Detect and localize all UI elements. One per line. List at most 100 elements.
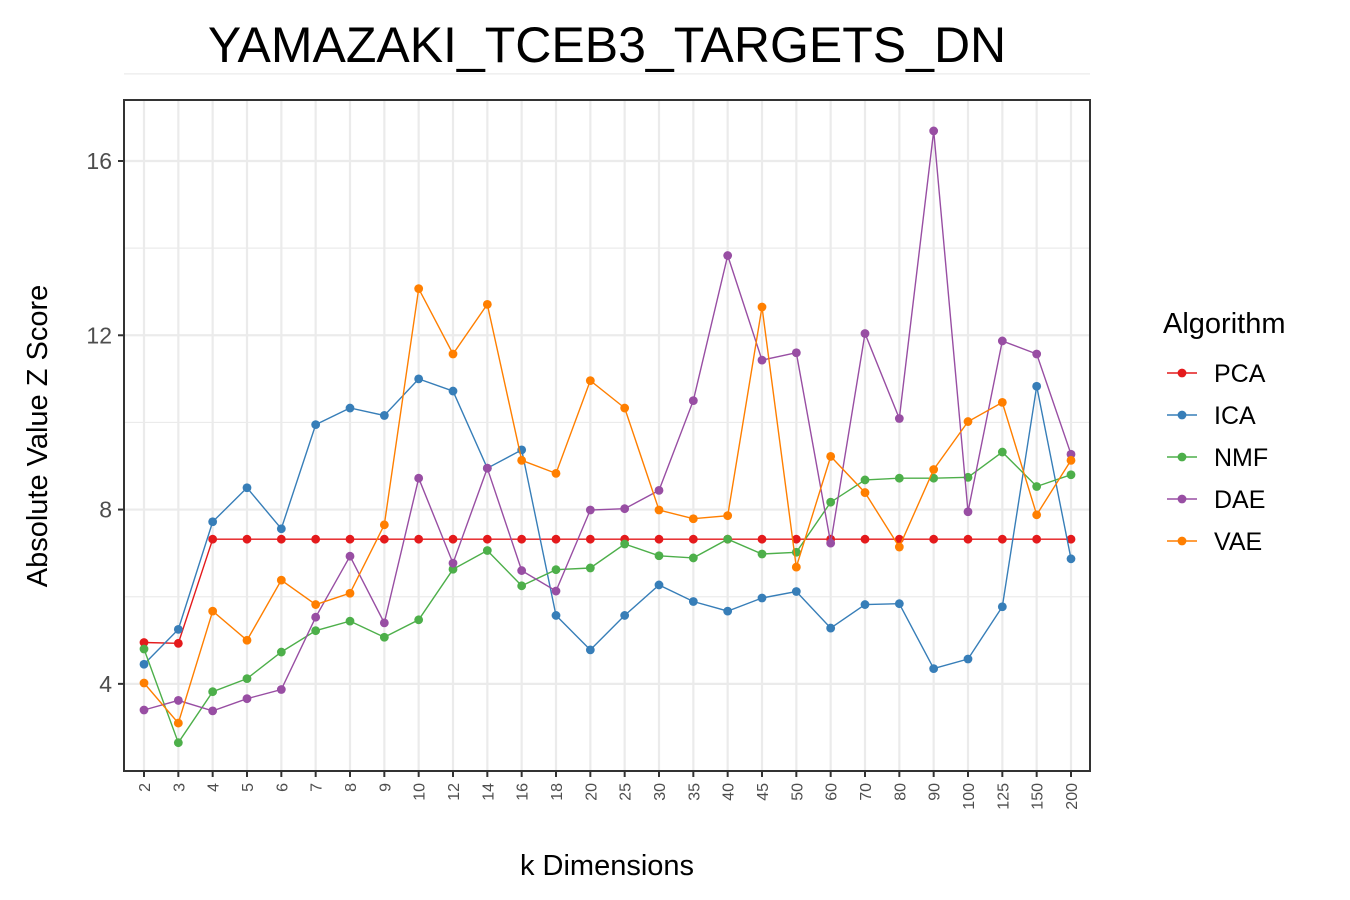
x-tick-label: 8 [343,783,360,792]
series-dae-point [276,685,286,694]
series-pca-point [517,534,527,544]
series-dae-point [997,336,1007,346]
legend-item-vae: VAE [1167,528,1262,556]
series-pca-point [482,534,492,544]
x-tick-label: 2 [137,783,154,792]
legend-item-ica: ICA [1167,402,1256,430]
legend-label: ICA [1214,402,1256,430]
series-pca-point [791,534,801,544]
x-tick-label: 200 [1064,783,1081,810]
series-vae-point [311,600,321,609]
series-pca-point [242,534,252,544]
x-tick-label: 60 [824,783,841,801]
series-dae-point [1066,449,1076,459]
series-nmf-point [688,553,698,563]
series-ica-point [757,593,767,603]
series-ica-point [208,517,218,527]
series-pca-point [757,534,767,544]
series-vae-point [345,588,355,598]
legend-title: Algorithm [1163,308,1286,340]
series-vae-point [448,349,458,359]
legend-label: DAE [1214,486,1265,514]
series-dae-line [143,130,1072,712]
series-vae-point [1066,455,1076,465]
x-axis-title: k Dimensions [520,850,694,882]
series-vae-point [208,606,218,616]
series-dae-point [585,505,595,515]
legend-swatch-point [1177,536,1187,546]
series-nmf-point [173,738,183,748]
x-tick-label: 10 [412,783,429,801]
series-ica-point [1032,381,1042,391]
series-dae-point [688,396,698,406]
series-ica-point [345,403,355,413]
series-nmf-point [311,626,321,636]
x-tick-label: 25 [618,783,635,801]
series-dae-point [414,473,424,483]
series-dae-point [448,558,458,568]
series-ica-point [997,602,1007,612]
series-nmf-point [654,551,664,561]
series-vae-point [929,465,939,474]
legend-label: PCA [1214,360,1266,388]
series-nmf-point [345,616,355,626]
series-dae-point [963,507,973,517]
series-nmf-point [997,447,1007,457]
series-pca-point [414,534,424,544]
series-nmf-point [208,687,218,697]
series-nmf-point [585,563,595,573]
series-ica-point [894,599,904,609]
series-vae-point [517,455,527,465]
series-nmf-point [448,564,458,574]
y-axis-title: Absolute Value Z Score [22,285,54,588]
y-tick-label: 16 [86,148,112,174]
series-ica [139,374,1076,674]
series-pca-point [929,534,939,544]
series-ica-point [448,386,458,396]
series-pca-point [276,534,286,544]
series-dae [139,126,1076,716]
y-tick-label: 8 [99,497,112,523]
x-tick-label: 18 [549,783,566,801]
series-pca-point [448,534,458,544]
x-tick-label: 45 [755,783,772,801]
series-ica-point [654,580,664,590]
series-vae-point [173,718,183,728]
x-tick-label: 100 [961,783,978,810]
series-vae-line [143,286,1072,725]
series-pca-point [860,534,870,544]
series-pca-point [139,638,149,647]
series-vae-point [620,403,630,413]
series-nmf-point [1066,470,1076,480]
series-vae-point [242,635,252,645]
series-dae-point [654,486,664,495]
x-tick-label: 9 [377,783,394,792]
x-tick-label: 14 [480,783,497,801]
legend-swatch-point [1177,452,1187,462]
series-ica-point [585,645,595,655]
legend: Algorithm PCA ICA NMF DAE VAE [1163,308,1286,556]
series-nmf-point [894,473,904,483]
series-ica-point [139,659,149,669]
series-vae-point [791,562,801,572]
series-ica-point [1066,554,1076,564]
series-ica-point [379,411,389,420]
legend-item-nmf: NMF [1167,444,1268,472]
series-vae-point [963,417,973,426]
series-pca-point [208,534,218,544]
series-vae [139,284,1076,728]
series-dae-point [894,414,904,423]
series-dae-point [517,566,527,575]
x-tick-label: 20 [583,783,600,801]
series-vae-point [1032,510,1042,520]
x-tick-label: 125 [995,783,1012,810]
series-pca-point [1032,534,1042,544]
series-dae-point [860,329,870,338]
legend-swatch-point [1177,368,1187,378]
y-tick-label: 12 [86,322,112,348]
x-tick-label: 4 [206,783,223,792]
series-ica-point [791,587,801,596]
series-ica-point [688,597,698,606]
series-nmf-point [482,546,492,555]
